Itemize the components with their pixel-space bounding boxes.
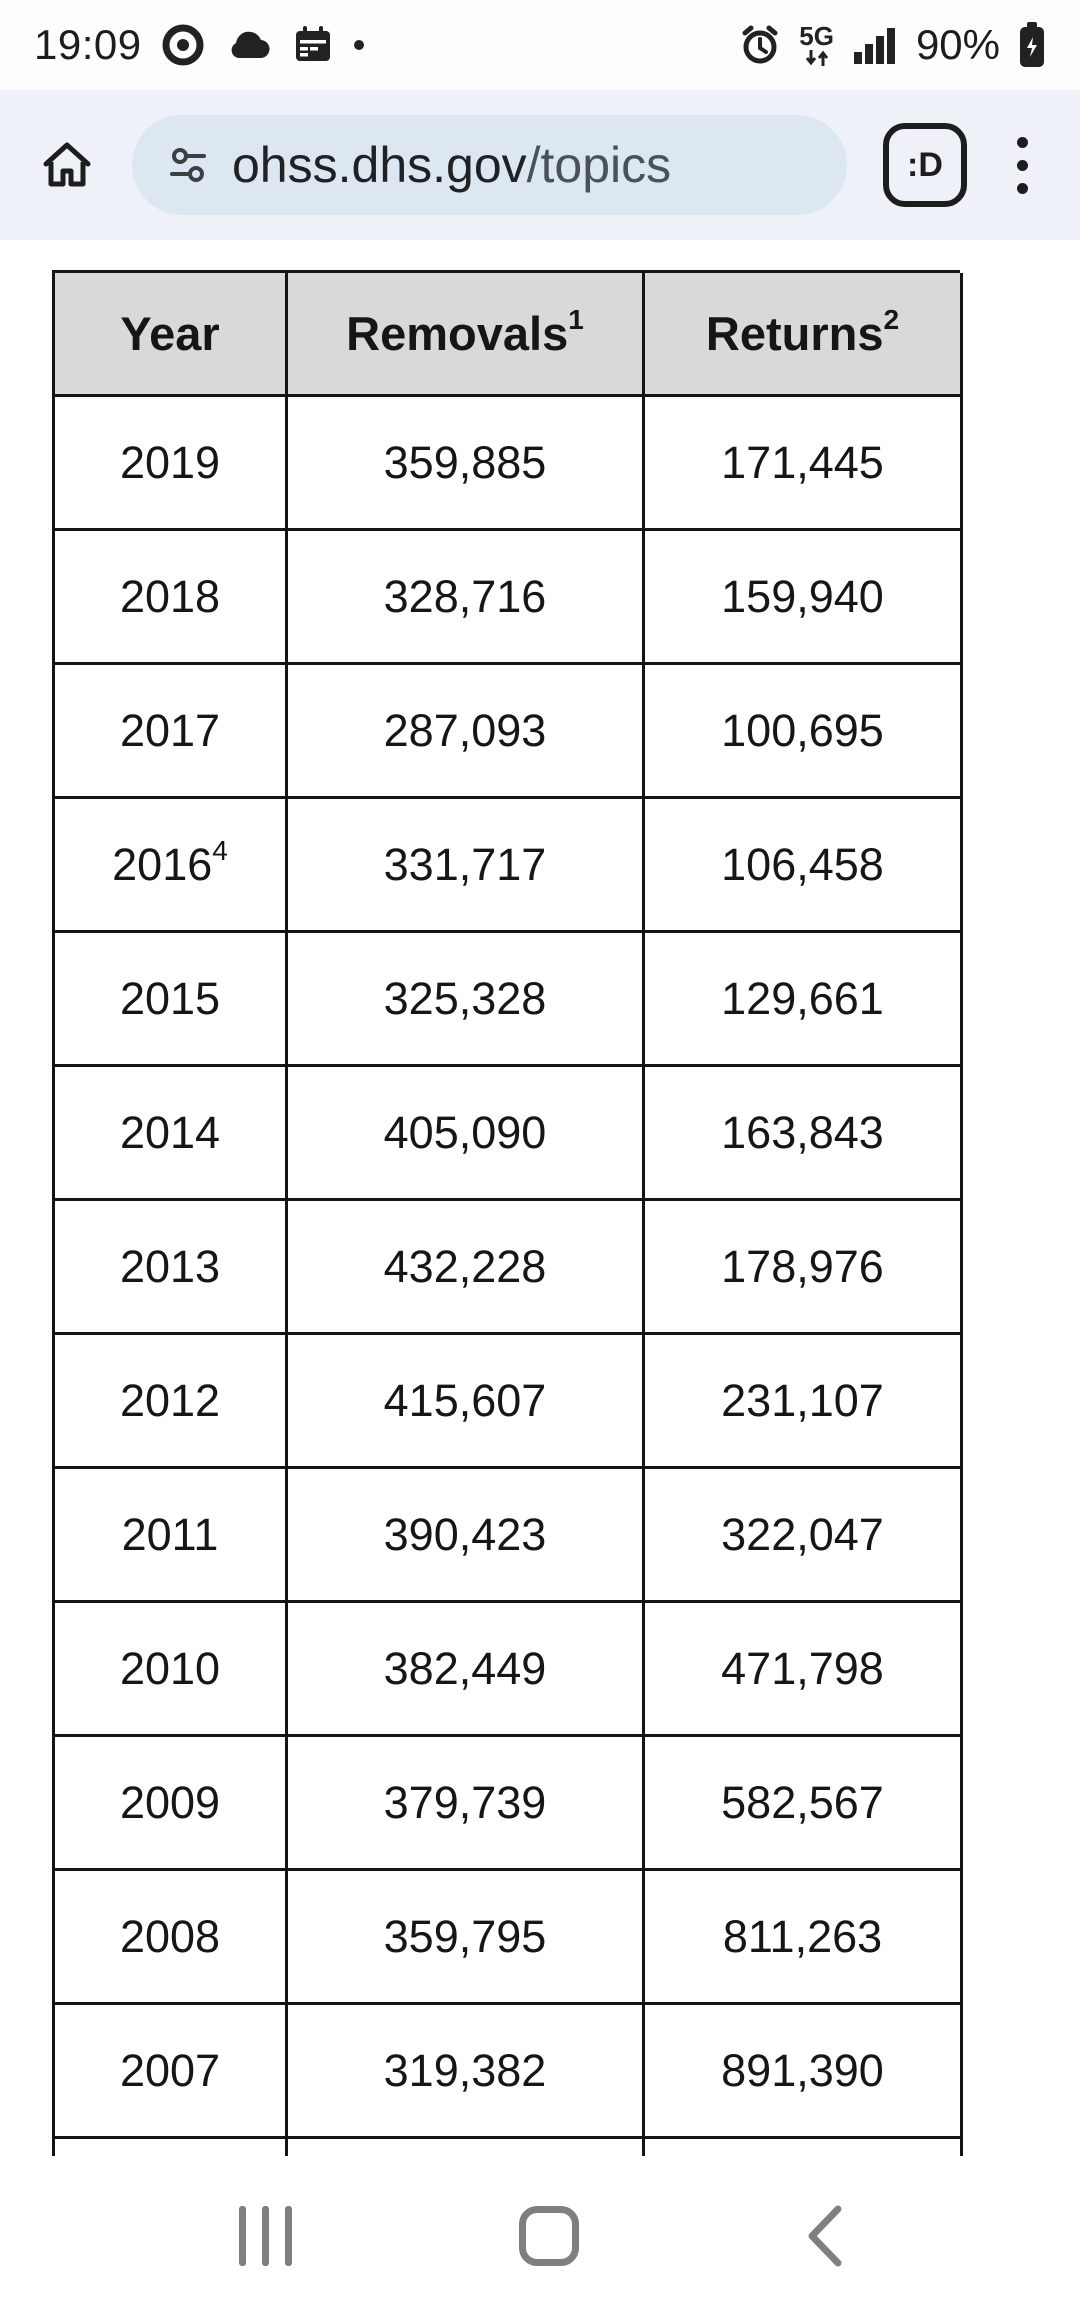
- year-cell: 2018: [55, 531, 288, 665]
- returns-cell: 231,107: [645, 1335, 963, 1469]
- browser-menu-button[interactable]: [1003, 129, 1042, 202]
- status-left-group: 19:09: [34, 21, 364, 69]
- year-cell: 2011: [55, 1469, 288, 1603]
- returns-cell: 129,661: [645, 933, 963, 1067]
- column-header-removals: Removals 1: [288, 273, 645, 397]
- battery-percent-label: 90%: [915, 21, 1000, 68]
- url-host: ohss.dhs.gov: [232, 137, 527, 193]
- removals-cell: 379,739: [288, 1737, 645, 1871]
- removals-cell: 331,717: [288, 799, 645, 933]
- status-right-group: 5G 90%: [739, 21, 1046, 69]
- tab-count-badge: :D: [907, 145, 943, 184]
- data-arrows-icon: [805, 50, 828, 66]
- year-cell: 2008: [55, 1871, 288, 2005]
- returns-cell: 171,445: [645, 397, 963, 531]
- returns-cell: 322,047: [645, 1469, 963, 1603]
- url-text: ohss.dhs.gov/topics: [232, 136, 671, 194]
- year-cell: 2013: [55, 1201, 288, 1335]
- browser-toolbar: ohss.dhs.gov/topics :D: [0, 90, 1080, 240]
- returns-cell: 811,263: [645, 1871, 963, 2005]
- signal-strength-icon: [852, 24, 898, 66]
- calendar-icon: [292, 24, 334, 66]
- url-path: /topics: [526, 137, 672, 193]
- android-navigation-bar: [0, 2156, 1080, 2316]
- year-cell: 2012: [55, 1335, 288, 1469]
- tab-switcher-button[interactable]: :D: [883, 123, 967, 207]
- site-settings-tune-icon[interactable]: [166, 143, 210, 187]
- removals-cell: 382,449: [288, 1603, 645, 1737]
- returns-cell: 163,843: [645, 1067, 963, 1201]
- network-type-indicator: 5G: [799, 23, 834, 67]
- returns-cell: 106,458: [645, 799, 963, 933]
- year-cell: 2019: [55, 397, 288, 531]
- column-header-returns: Returns 2: [645, 273, 963, 397]
- returns-cell: 582,567: [645, 1737, 963, 1871]
- removals-cell: 287,093: [288, 665, 645, 799]
- status-bar: 19:09: [0, 0, 1080, 90]
- year-cell: 2014: [55, 1067, 288, 1201]
- alarm-icon: [739, 24, 781, 66]
- removals-cell: 325,328: [288, 933, 645, 1067]
- removals-returns-table: Year Removals 1 Returns 2 2019 359,885 171…: [52, 270, 963, 2199]
- notification-dot-icon: [353, 40, 364, 50]
- year-cell: 2009: [55, 1737, 288, 1871]
- returns-cell: 471,798: [645, 1603, 963, 1737]
- year-cell: 2007: [55, 2005, 288, 2139]
- recents-button[interactable]: [229, 2196, 302, 2276]
- network-type-label: 5G: [799, 21, 834, 51]
- battery-icon: [1018, 21, 1046, 69]
- cloud-icon: [224, 24, 272, 66]
- removals-cell: 415,607: [288, 1335, 645, 1469]
- year-cell: 2017: [55, 665, 288, 799]
- removals-cell: 319,382: [288, 2005, 645, 2139]
- returns-cell: 159,940: [645, 531, 963, 665]
- returns-cell: 100,695: [645, 665, 963, 799]
- home-nav-button[interactable]: [518, 2206, 579, 2266]
- year-cell: 2010: [55, 1603, 288, 1737]
- home-button[interactable]: [38, 136, 96, 194]
- address-bar[interactable]: ohss.dhs.gov/topics: [132, 115, 847, 215]
- column-header-year: Year: [55, 273, 288, 397]
- returns-cell: 178,976: [645, 1201, 963, 1335]
- chrome-notification-icon: [162, 24, 204, 66]
- removals-cell: 432,228: [288, 1201, 645, 1335]
- year-cell: 2016 4: [55, 799, 288, 933]
- removals-cell: 359,885: [288, 397, 645, 531]
- back-button[interactable]: [796, 2197, 852, 2275]
- clock-text: 19:09: [34, 21, 142, 68]
- removals-cell: 359,795: [288, 1871, 645, 2005]
- removals-cell: 328,716: [288, 531, 645, 665]
- returns-cell: 891,390: [645, 2005, 963, 2139]
- removals-cell: 390,423: [288, 1469, 645, 1603]
- year-cell: 2015: [55, 933, 288, 1067]
- removals-cell: 405,090: [288, 1067, 645, 1201]
